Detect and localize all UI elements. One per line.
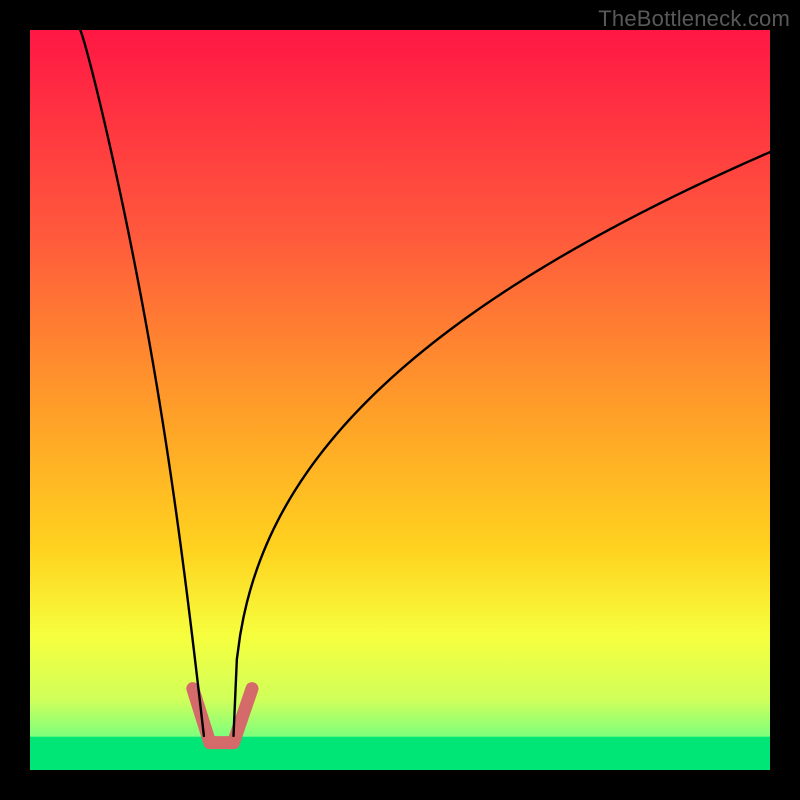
green-band <box>30 737 770 770</box>
bottleneck-chart <box>0 0 800 800</box>
chart-stage: TheBottleneck.com <box>0 0 800 800</box>
gradient-background <box>30 30 770 770</box>
